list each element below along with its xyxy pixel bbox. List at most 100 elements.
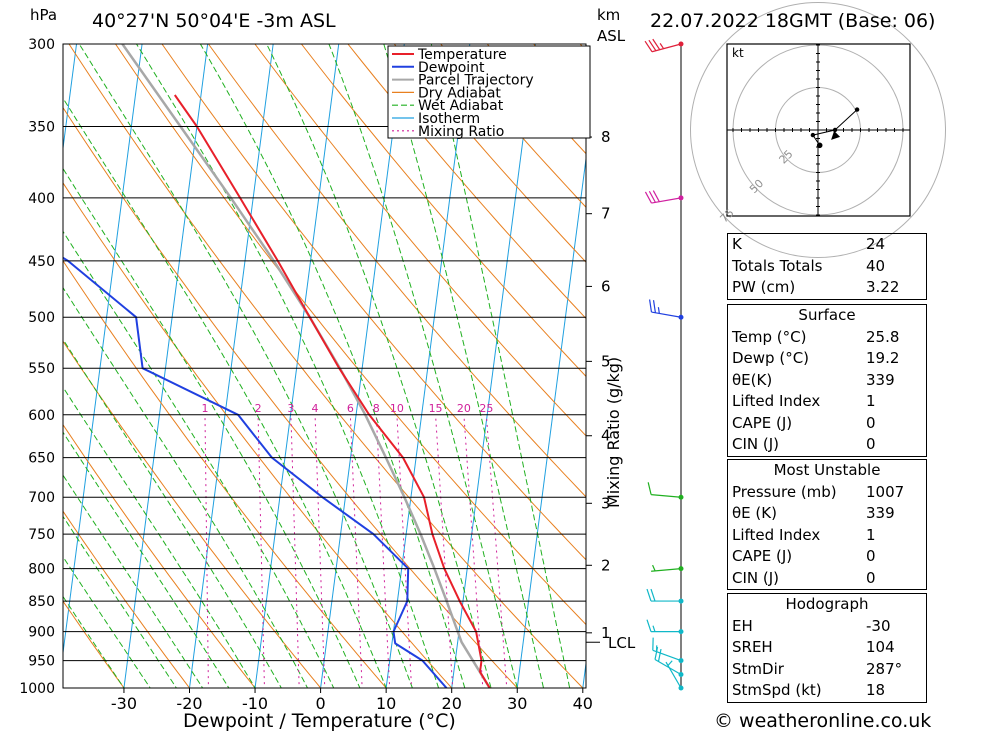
pressure-tick-label: 900 [28,625,55,641]
temperature-line [173,94,491,688]
wind-barb-feather [652,190,660,202]
km-label: km [597,6,621,24]
index-label: SREH [732,638,773,656]
wind-barb [644,190,684,204]
dry-adiabat-line [63,510,191,688]
hodograph-ring [690,2,946,258]
dewpoint-line [63,256,448,688]
mixing-ratio-line [463,414,484,688]
index-value: 287° [866,659,903,678]
wet-adiabat-line [78,44,413,688]
lcl-label: LCL [608,634,636,652]
index-value: 40 [866,256,886,275]
index-value: 0 [866,435,876,453]
index-label: Lifted Index [732,392,821,410]
wind-barb-feather [644,40,653,53]
index-row: CIN (J) 0 [728,568,926,590]
mixing-ratio-label: 3 [287,402,294,415]
hodograph-point [854,107,860,112]
index-row: CAPE (J) 0 [728,546,926,568]
index-label: K [732,235,742,253]
mixing-ratio-label: 25 [479,402,493,415]
wind-barb-feather [648,39,657,52]
wind-barb-feather [652,300,656,313]
wind-barb-feather [646,619,652,632]
wet-adiabat-line [199,44,466,688]
index-value: 0 [866,413,876,432]
index-label: StmDir [732,659,784,678]
wind-barb-shaft [651,43,682,53]
mixing-ratio-label: 15 [429,402,443,415]
km-tick-label: 3 [601,494,611,512]
indices-table-hodograph: Hodograph EH -30 SREH 104 StmDir 287° StmSp… [727,593,927,703]
mixing-ratio-label: 10 [390,402,404,415]
dry-adiabat-line [440,44,586,208]
dry-adiabat-line [254,44,586,437]
x-tick-label: -30 [111,694,137,713]
mixing-ratio-line [290,414,300,688]
index-label: PW (cm) [732,278,796,296]
wind-barb-feather [654,646,659,660]
wind-barb [654,646,684,677]
mixing-ratio-line [314,414,326,688]
x-axis-label: Dewpoint / Temperature (°C) [183,710,456,732]
index-label: CAPE (J) [732,547,793,565]
wet-adiabat-line [63,515,178,688]
dry-adiabat-line [300,44,586,378]
wind-barb-feather [657,648,662,662]
legend-item: Parcel Trajectory [418,73,534,89]
index-label: EH [732,616,753,635]
most-unstable-title: Most Unstable [773,461,881,479]
wind-barb-feather [650,588,656,602]
wind-barb [644,38,684,53]
hodograph-point [810,132,816,138]
x-tick-label: -20 [176,694,202,713]
isotherm-line [254,44,340,688]
copyright[interactable]: © weatheronline.co.uk [714,710,932,732]
wind-barb-feather [667,660,673,666]
index-value: 18 [866,681,886,699]
mixing-ratio-label: 20 [457,402,471,415]
index-row: Dewp (°C) 19.2 [728,348,926,370]
index-label: StmSpd (kt) [732,681,822,699]
surface-title: Surface [798,306,856,324]
mixing-ratio-label: 6 [347,402,354,415]
wind-barb [651,564,684,572]
legend-item: Isotherm [418,111,480,127]
index-label: CIN (J) [732,568,780,587]
hodograph-point [832,127,838,133]
pressure-tick-label: 750 [28,527,55,543]
wind-barb [665,660,684,691]
index-row: SREH 104 [728,637,926,659]
wet-adiabat-line [63,555,151,688]
index-label: CIN (J) [732,435,780,453]
index-value: 25.8 [866,327,900,346]
index-row: Lifted Index 1 [728,525,926,547]
km-tick-label: 7 [601,205,611,223]
x-tick-label: 0 [316,694,326,713]
legend-box [387,45,591,139]
hodograph-point [816,142,823,149]
isotherm-line [63,44,78,152]
wind-barb-feather [652,38,661,51]
pressure-tick-label: 1000 [19,681,55,697]
isotherm-line [63,44,143,657]
wet-adiabat-line [63,286,309,688]
index-row: θE (K) 339 [728,503,926,525]
mixing-ratio-line [375,414,391,688]
wet-adiabat-line [63,431,230,688]
legend-item: Mixing Ratio [418,124,504,140]
plot-frame [62,43,587,689]
wind-barb-shaft [652,649,682,662]
legend-item: Dry Adiabat [418,85,501,101]
index-value: 3.22 [866,278,900,296]
km-tick-label: 5 [601,352,611,370]
index-value: 24 [866,235,886,253]
wind-barb-feather [652,564,656,572]
index-row: StmSpd (kt) 18 [728,680,926,702]
index-label: Dewp (°C) [732,349,810,367]
dry-adiabat-line [347,44,586,320]
x-tick-label: -10 [242,694,268,713]
index-label: Pressure (mb) [732,482,837,501]
